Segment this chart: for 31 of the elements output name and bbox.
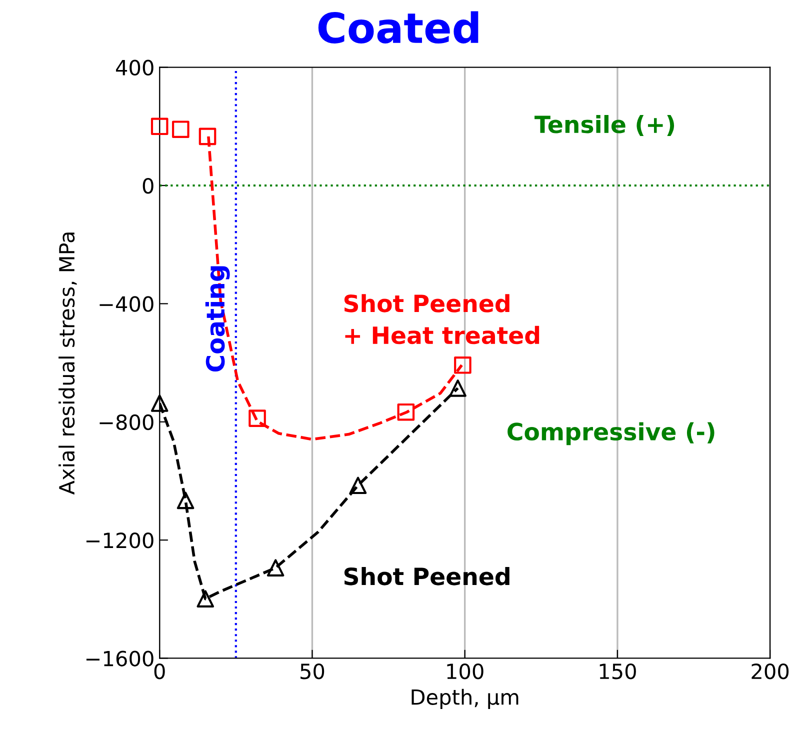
point: [198, 128, 216, 146]
y-tick-label: 0: [142, 178, 154, 194]
point: [349, 476, 367, 494]
chart-title: Coated: [318, 11, 478, 44]
point: [397, 403, 415, 421]
point: [266, 559, 284, 576]
y-tick-label: −800: [100, 414, 154, 430]
text: Shot Peened: [344, 567, 510, 586]
y-tick-label: −1200: [86, 532, 154, 548]
point: [248, 410, 266, 427]
y-tick-label: 400: [116, 60, 154, 76]
point: [176, 492, 194, 510]
point: [150, 118, 168, 136]
x-tick-label: 50: [300, 663, 324, 680]
x-tick-label: 0: [154, 663, 165, 680]
x-tick-label: 100: [447, 663, 484, 680]
series-label: Shot Peened + Heat treated: [344, 294, 540, 344]
x-tick-label: 200: [752, 663, 789, 680]
point: [150, 394, 168, 412]
annotation: Compressive (-): [508, 422, 714, 446]
ref-line-label: Coating: [205, 266, 230, 372]
y-tick-label: −1600: [86, 650, 154, 666]
y-tick-label: −400: [100, 296, 154, 312]
x-tick-label: 150: [600, 663, 636, 680]
point: [172, 120, 190, 138]
point: [196, 590, 214, 608]
annotation: Tensile (+): [534, 114, 674, 136]
x-axis-title: Depth, µm: [412, 688, 518, 709]
y-axis-title: Axial residual stress, MPa: [58, 232, 77, 495]
point: [449, 380, 466, 397]
point: [454, 356, 472, 374]
